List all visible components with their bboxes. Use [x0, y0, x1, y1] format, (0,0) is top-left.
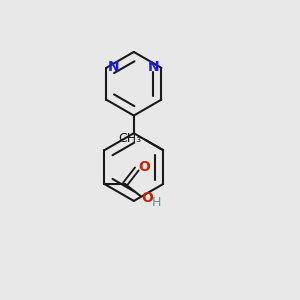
- Text: O: O: [141, 191, 153, 205]
- Text: CH₃: CH₃: [118, 133, 142, 146]
- Text: N: N: [148, 60, 160, 74]
- Text: N: N: [108, 60, 119, 74]
- Text: H: H: [152, 196, 161, 209]
- Text: O: O: [138, 160, 150, 174]
